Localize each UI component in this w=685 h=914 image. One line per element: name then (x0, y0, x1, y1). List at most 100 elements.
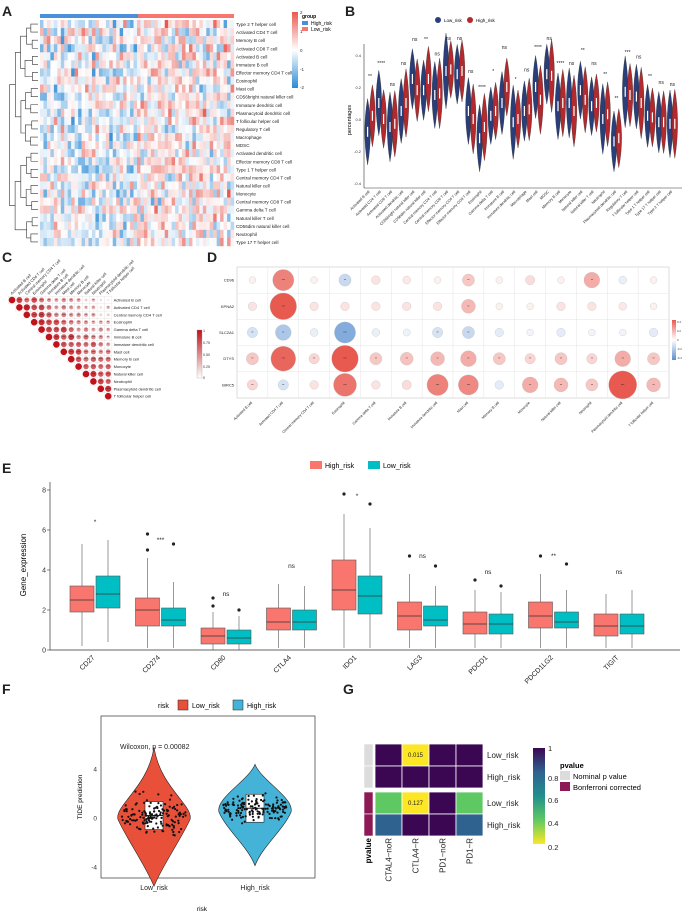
heatmap-cell (199, 28, 204, 37)
correlation-circle (38, 304, 45, 311)
heatmap-cell (123, 149, 127, 158)
heatmap-cell (53, 76, 58, 85)
heatmap-cell (98, 92, 103, 101)
heatmap-cell (227, 197, 231, 206)
data-point (159, 804, 162, 807)
heatmap-cell (199, 149, 204, 158)
heatmap-cell (50, 84, 55, 93)
dendrogram-branch (31, 217, 38, 227)
bubble-star: ** (282, 331, 285, 335)
heatmap-cell (195, 68, 200, 77)
heatmap-cell (164, 60, 169, 69)
heatmap-cell (91, 237, 96, 247)
heatmap-cell (137, 173, 141, 182)
heatmap-cell (143, 108, 148, 118)
data-point (131, 819, 134, 822)
heatmap-cell (119, 92, 124, 101)
gene-label: KPNA2 (221, 304, 235, 309)
data-point (129, 818, 132, 821)
heatmap-cell (60, 100, 65, 109)
heatmap-cell (40, 108, 44, 118)
heatmap-cell (78, 189, 82, 198)
scale-tick: 0.8 (548, 774, 558, 783)
heatmap-cell (126, 149, 131, 158)
correlation-circle (83, 327, 89, 332)
bubble (371, 328, 380, 337)
heatmap-cell (105, 181, 110, 190)
heatmap-cell (102, 84, 107, 93)
heatmap-cell (116, 181, 120, 190)
heatmap-cell (168, 157, 172, 166)
heatmap-cell (154, 52, 158, 61)
y-tick: 6 (42, 528, 46, 535)
heatmap-cell (164, 100, 169, 109)
heatmap-cell (50, 36, 55, 45)
heatmap-cell (74, 237, 79, 247)
heatmap-cell (195, 157, 200, 166)
correlation-circle (61, 297, 67, 303)
significance-label: ns (659, 80, 665, 86)
heatmap-cell (223, 213, 228, 222)
bubble (646, 377, 661, 393)
heatmap-cell (199, 133, 204, 142)
correlation-circle (53, 319, 60, 326)
heatmap-cell (85, 229, 89, 239)
heatmap-cell (133, 100, 138, 109)
heatmap-cell (109, 76, 113, 85)
heatmap-cell (220, 165, 224, 174)
heatmap-cell (123, 76, 127, 85)
heatmap-cell (119, 68, 124, 77)
heatmap-cell (60, 60, 65, 69)
data-point (248, 811, 251, 814)
heatmap-cell (119, 221, 124, 231)
bubble (400, 352, 414, 366)
heatmap-cell (147, 205, 152, 214)
heatmap-cell (223, 173, 228, 182)
correlation-circle (76, 334, 81, 340)
heatmap-cell (53, 157, 58, 166)
bubble-star: ** (529, 383, 532, 387)
heatmap-cell (74, 108, 79, 118)
heatmap-cell (178, 36, 183, 45)
heatmap-cell (71, 205, 75, 214)
heatmap-cell (78, 181, 82, 190)
heatmap-cell (216, 181, 221, 190)
box-high-risk (266, 607, 291, 631)
heatmap-cell (220, 124, 224, 134)
heatmap-cell (119, 165, 124, 174)
dendrogram-branch (32, 56, 38, 65)
correlation-circle (91, 327, 96, 332)
heatmap-cell (202, 237, 207, 247)
heatmap-cell (91, 133, 96, 142)
heatmap-cell (81, 165, 86, 174)
heatmap-cell (64, 60, 68, 69)
heatmap-cell (43, 141, 48, 150)
heatmap-cell (78, 133, 82, 142)
box-low-risk (95, 575, 121, 609)
heatmap-cell (116, 84, 120, 93)
bubble (340, 301, 350, 311)
data-point (262, 800, 265, 803)
violin-low-risk-box (613, 136, 615, 147)
heatmap-cell (175, 237, 179, 247)
heatmap-cell (112, 229, 117, 239)
heatmap-cell (143, 124, 148, 134)
heatmap-cell (112, 205, 117, 214)
heatmap-cell (74, 189, 79, 198)
scale-tick: 0.4 (548, 819, 558, 828)
heatmap-cell (213, 237, 217, 247)
correlation-circle (83, 356, 89, 362)
heatmap-cell (188, 68, 193, 77)
box-high-risk (331, 559, 357, 611)
pvalue-legend-title: pvalue (560, 761, 584, 770)
heatmap-cell (64, 133, 68, 142)
heatmap-cell (116, 124, 120, 134)
heatmap-cell (178, 124, 183, 134)
heatmap-cell (85, 173, 89, 182)
heatmap-cell (137, 197, 141, 206)
heatmap-cell (150, 205, 155, 214)
correlation-star: *** (55, 335, 58, 339)
heatmap-cell (116, 141, 120, 150)
